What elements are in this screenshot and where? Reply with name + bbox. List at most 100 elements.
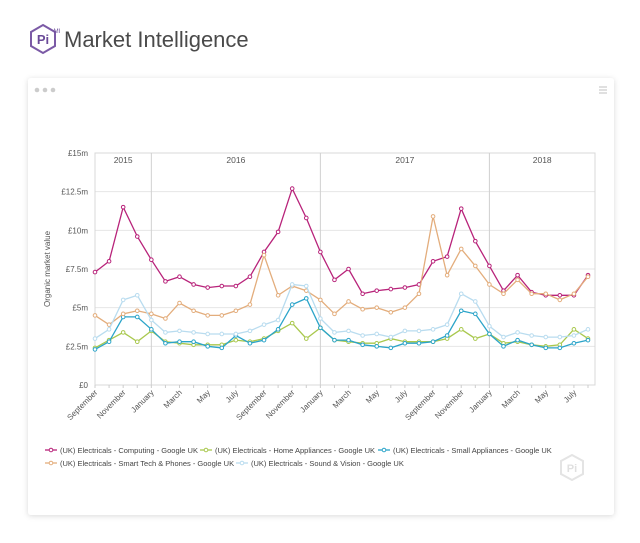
data-point <box>332 311 337 317</box>
data-point <box>318 249 323 255</box>
legend-item[interactable]: (UK) Electricals - Computing - Google UK <box>45 446 198 455</box>
data-point <box>163 316 168 321</box>
data-point <box>303 215 309 221</box>
data-point <box>543 334 549 340</box>
logo-hexagon <box>30 23 56 55</box>
data-point <box>332 337 337 343</box>
data-point <box>219 345 225 351</box>
data-point <box>487 323 492 329</box>
y-tick-label: £5m <box>72 304 88 313</box>
watermark: Pi <box>560 453 584 482</box>
series-line <box>94 216 589 326</box>
data-point <box>149 311 154 317</box>
data-point <box>585 327 591 332</box>
data-point <box>388 334 394 340</box>
series-line <box>94 283 589 340</box>
data-point <box>585 274 591 280</box>
data-point <box>134 234 140 239</box>
data-point <box>106 339 112 344</box>
data-point <box>120 330 126 335</box>
data-point <box>177 274 182 280</box>
data-point <box>458 308 464 314</box>
data-point <box>205 344 210 349</box>
data-point <box>374 288 380 293</box>
y-tick-label: £0 <box>79 381 88 390</box>
data-point <box>571 333 577 338</box>
data-point <box>416 328 422 334</box>
data-point <box>261 322 267 327</box>
legend-item[interactable]: (UK) Electricals - Home Appliances - Goo… <box>200 446 375 455</box>
legend-marker <box>381 447 387 453</box>
data-point <box>374 344 380 349</box>
data-point <box>205 313 210 318</box>
data-point <box>233 283 239 289</box>
data-point <box>529 342 534 348</box>
data-point <box>529 333 534 338</box>
data-point <box>191 330 196 335</box>
data-point <box>275 317 281 323</box>
data-point <box>92 313 98 318</box>
data-point <box>134 292 140 298</box>
data-point <box>473 299 478 304</box>
y-axis-label: Organic market value <box>43 230 52 307</box>
data-point <box>134 314 140 320</box>
data-point <box>247 302 253 307</box>
data-point <box>233 331 239 337</box>
data-point <box>416 291 422 297</box>
y-tick-label: £7.5m <box>66 265 89 274</box>
data-point <box>177 339 182 344</box>
menu-icon[interactable] <box>599 86 607 94</box>
data-point <box>444 322 450 327</box>
legend-item[interactable]: (UK) Electricals - Sound & Vision - Goog… <box>236 459 404 468</box>
data-point <box>149 327 154 332</box>
data-point <box>557 334 563 340</box>
series-line <box>94 297 589 350</box>
data-point <box>205 331 210 337</box>
data-point <box>402 340 408 346</box>
data-point <box>360 342 365 348</box>
data-point <box>388 310 394 315</box>
data-point <box>346 337 351 343</box>
data-point <box>360 333 365 338</box>
legend-item[interactable]: (UK) Electricals - Small Appliances - Go… <box>378 446 552 455</box>
legend-marker <box>203 447 209 453</box>
window-dots <box>34 87 56 93</box>
data-point <box>473 311 478 317</box>
data-point <box>557 345 563 351</box>
data-point <box>501 344 506 349</box>
data-point <box>106 327 112 332</box>
data-point <box>529 291 534 297</box>
series-line <box>94 186 589 296</box>
data-point <box>191 339 196 344</box>
data-point <box>92 269 98 275</box>
legend-item[interactable]: (UK) Electricals - Smart Tech & Phones -… <box>45 459 234 468</box>
data-point <box>289 320 295 326</box>
data-point <box>191 308 196 314</box>
data-point <box>487 263 492 269</box>
data-point <box>473 238 478 244</box>
legend-marker <box>48 447 54 453</box>
data-point <box>444 272 450 278</box>
plot-frame <box>94 152 596 386</box>
data-point <box>543 345 549 351</box>
data-point <box>444 333 450 338</box>
data-point <box>289 302 295 307</box>
legend-label: (UK) Electricals - Computing - Google UK <box>60 446 198 455</box>
y-tick-label: £15m <box>68 149 88 158</box>
legend-marker <box>239 460 245 466</box>
year-label: 2016 <box>226 155 245 165</box>
legend-label: (UK) Electricals - Small Appliances - Go… <box>393 446 552 455</box>
data-point <box>585 337 591 343</box>
data-point <box>430 214 436 219</box>
data-point <box>515 277 520 283</box>
data-point <box>163 279 168 284</box>
data-point <box>557 292 563 298</box>
data-point <box>247 274 253 280</box>
data-point <box>247 328 253 334</box>
data-point <box>177 328 182 334</box>
data-point <box>458 327 464 332</box>
brand-title: Market Intelligence <box>64 27 249 52</box>
logo-badge: MI <box>54 29 61 35</box>
y-tick-label: £10m <box>68 226 88 235</box>
data-point <box>219 283 225 289</box>
